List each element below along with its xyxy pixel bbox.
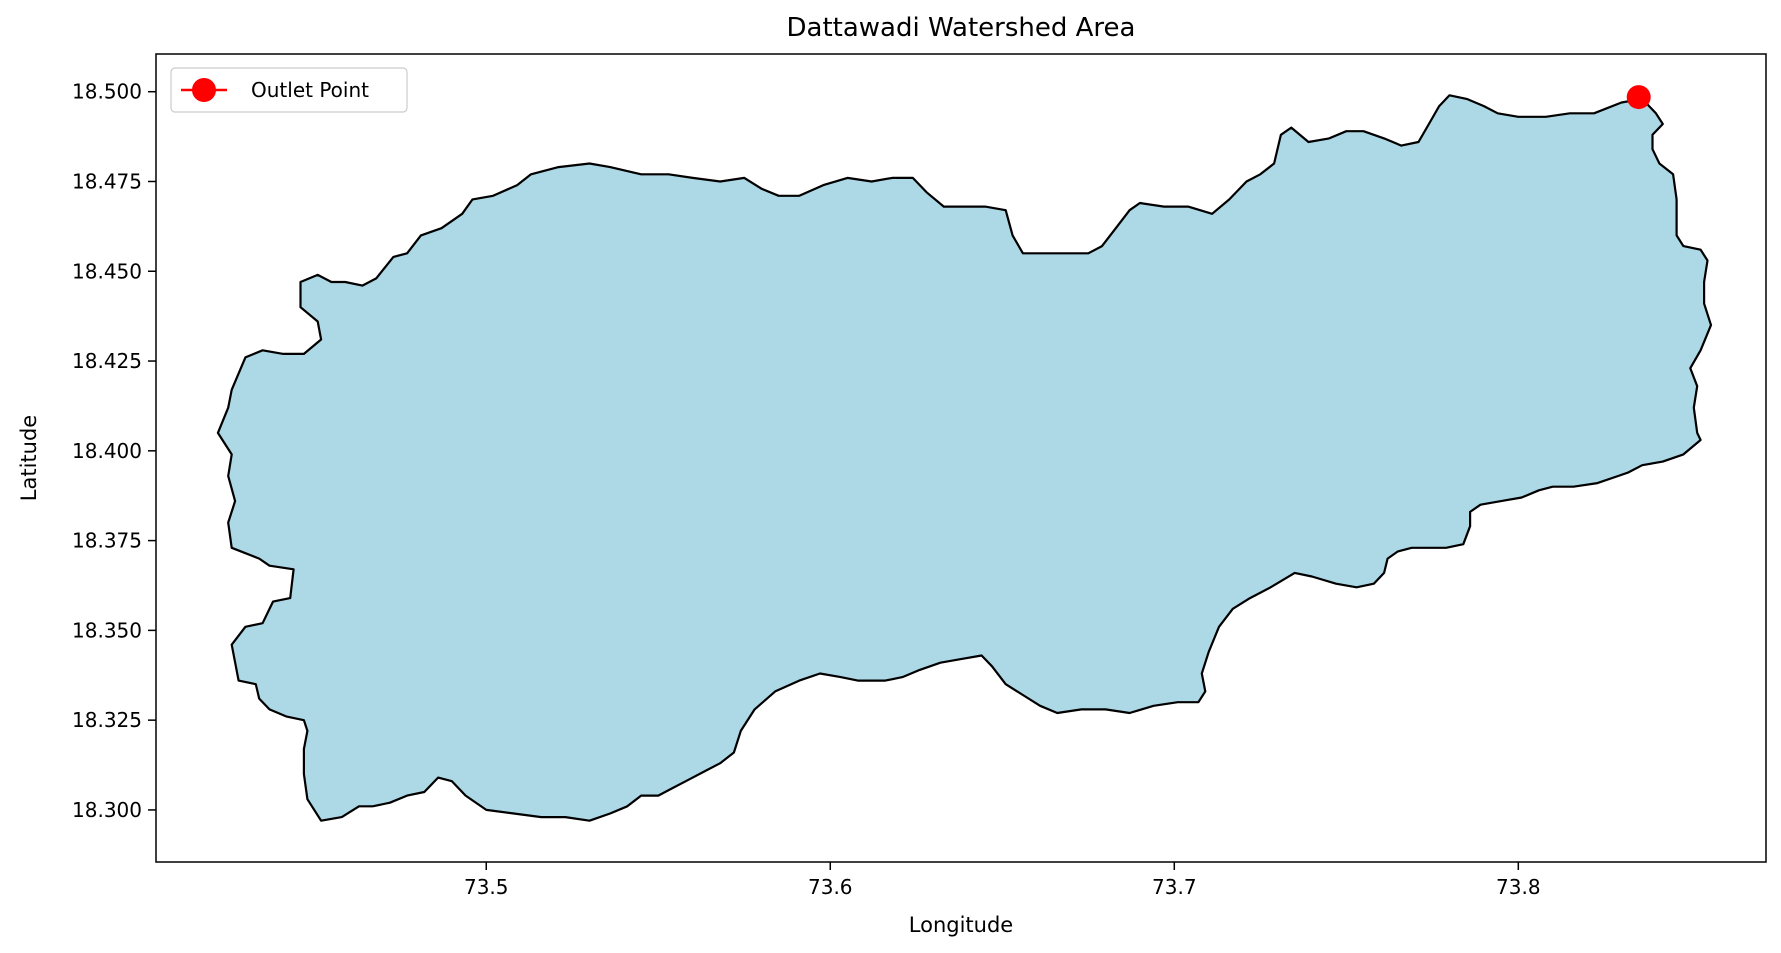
chart-title: Dattawadi Watershed Area [787,13,1136,43]
legend-marker [192,78,216,102]
y-tick-label: 18.375 [72,529,142,553]
y-tick-label: 18.450 [72,259,142,283]
x-axis: 73.5 73.6 73.7 73.8 [464,862,1541,899]
x-axis-label: Longitude [909,913,1013,937]
y-tick-label: 18.475 [72,169,142,193]
outlet-point-marker [1626,85,1651,110]
y-tick-label: 18.400 [72,439,142,463]
plot-area [216,85,1713,822]
y-axis-label: Latitude [17,415,41,501]
x-tick-label: 73.7 [1152,875,1197,899]
x-tick-label: 73.6 [808,875,853,899]
legend: Outlet Point [170,67,408,113]
y-tick-label: 18.300 [72,798,142,822]
legend-label-outlet-point: Outlet Point [251,78,369,102]
axes-frame [155,53,1767,863]
y-tick-label: 18.350 [72,618,142,642]
y-tick-label: 18.500 [72,80,142,104]
y-tick-label: 18.325 [72,708,142,732]
y-axis: 18.300 18.325 18.350 18.375 18.400 18.425 18.4… [72,80,156,822]
x-tick-label: 73.5 [464,875,509,899]
y-tick-label: 18.425 [72,349,142,373]
legend-box [170,67,408,113]
x-tick-label: 73.8 [1496,875,1541,899]
watershed-polygon [216,94,1713,822]
